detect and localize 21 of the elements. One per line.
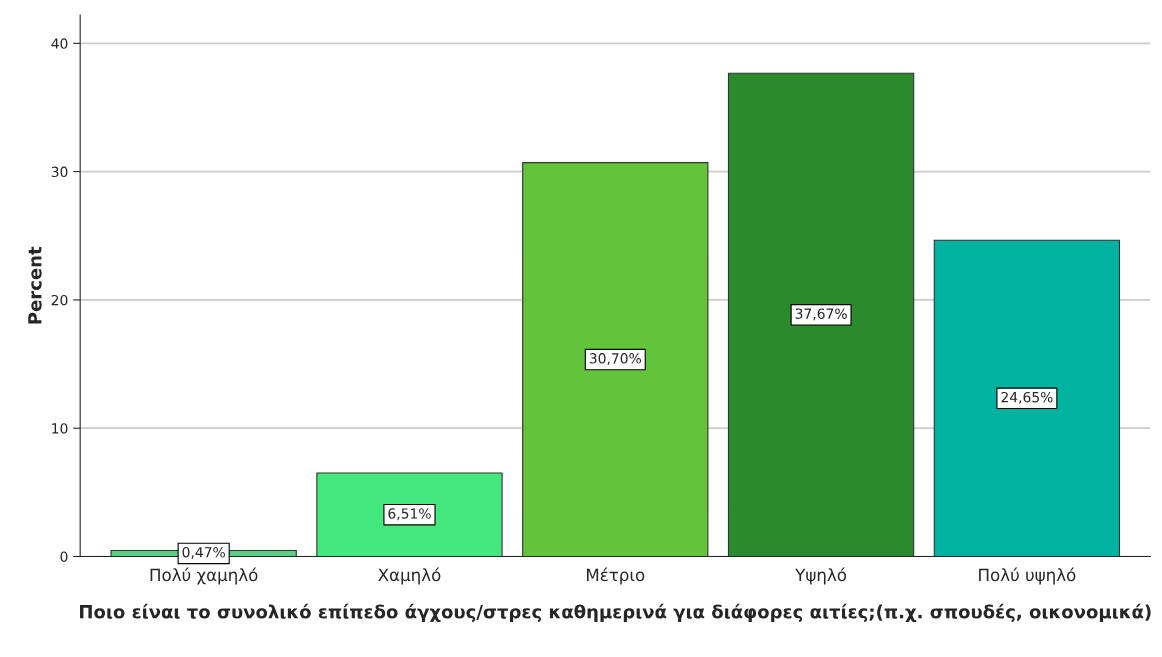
x-tick-label: Πολύ χαμηλό — [150, 567, 258, 585]
bar — [933, 239, 1121, 557]
data-label: 0,47% — [182, 546, 225, 559]
x-tick-label: Πολύ υψηλό — [979, 567, 1076, 585]
y-tick-label: 40 — [51, 38, 68, 49]
bar — [727, 72, 915, 557]
x-axis-title: Ποιο είναι το συνολικό επίπεδο άγχους/στρες καθημερινά για διάφορες αιτίες;(π.χ. σπουδές, οικονομικά) — [80, 603, 1151, 623]
x-tick-label: Μέτριο — [586, 567, 645, 585]
data-label: 24,65% — [1001, 391, 1053, 404]
bar — [316, 472, 503, 557]
bar — [522, 162, 709, 557]
y-tick-label: 10 — [52, 423, 68, 434]
y-axis-title: Percent — [28, 246, 42, 324]
y-tick-label: 20 — [51, 294, 68, 306]
data-label: 30,70% — [589, 353, 641, 366]
y-tick-label: 0 — [60, 551, 68, 562]
data-label: 37,67% — [795, 308, 847, 321]
y-tick-label: 30 — [51, 166, 68, 178]
data-label: 6,51% — [388, 508, 431, 521]
x-tick-label: Υψηλό — [795, 567, 847, 585]
x-tick-label: Χαμηλό — [378, 567, 441, 585]
